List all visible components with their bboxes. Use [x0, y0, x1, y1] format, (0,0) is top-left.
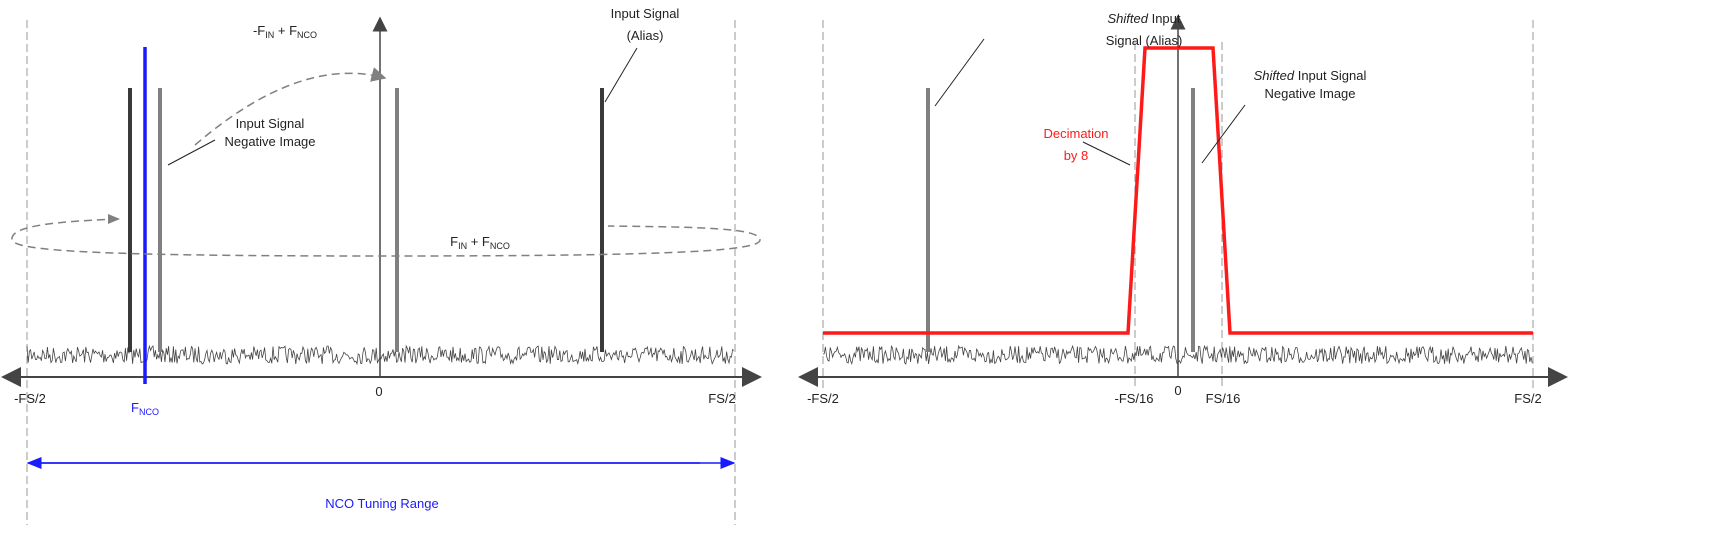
- mix-arc-arrow: [194, 67, 387, 146]
- label-fnco: FNCO: [131, 400, 159, 417]
- tick-zero: 0: [1174, 383, 1181, 398]
- label-shifted-alias-line1: Shifted Input: [1107, 11, 1180, 26]
- tick-pos-fs2: FS/2: [1514, 391, 1541, 406]
- right-panel: Shifted Input Signal (Alias) Decimation …: [798, 11, 1568, 406]
- leader-shifted-alias: [934, 38, 985, 107]
- wrap-ellipse-arrow: [11, 218, 761, 257]
- leader-negative-image: [167, 139, 216, 166]
- label-negative-image-line2: Negative Image: [224, 134, 315, 149]
- label-shifted-negative-image-line1: Shifted Input Signal: [1254, 68, 1367, 83]
- tick-pos-fs2: FS/2: [708, 391, 735, 406]
- leader-shifted-negative-image: [1201, 104, 1246, 164]
- label-filter-line2: by 8: [1064, 148, 1089, 163]
- leader-alias: [604, 47, 638, 103]
- label-mix-positive: FIN + FNCO: [450, 234, 510, 251]
- label-tuning-range: NCO Tuning Range: [325, 496, 438, 511]
- label-alias-line1: Input Signal: [611, 6, 680, 21]
- label-filter-line1: Decimation: [1043, 126, 1108, 141]
- tick-neg-fs2: -FS/2: [14, 391, 46, 406]
- leader-filter: [1082, 141, 1131, 166]
- label-negative-image-line1: Input Signal: [236, 116, 305, 131]
- tick-neg-fs2: -FS/2: [807, 391, 839, 406]
- wrap-arrow-head: [108, 214, 120, 224]
- label-mix-negative: -FIN + FNCO: [253, 23, 317, 40]
- left-panel: -FIN + FNCO Input Signal (Alias) Input S…: [1, 6, 762, 525]
- tick-pos-fs16: FS/16: [1206, 391, 1241, 406]
- label-shifted-negative-image-line2: Negative Image: [1264, 86, 1355, 101]
- decimation-filter-response: [823, 46, 1533, 335]
- tick-neg-fs16: -FS/16: [1114, 391, 1153, 406]
- label-alias-line2: (Alias): [627, 28, 664, 43]
- label-shifted-alias-line2: Signal (Alias): [1106, 33, 1183, 48]
- tick-zero: 0: [375, 384, 382, 399]
